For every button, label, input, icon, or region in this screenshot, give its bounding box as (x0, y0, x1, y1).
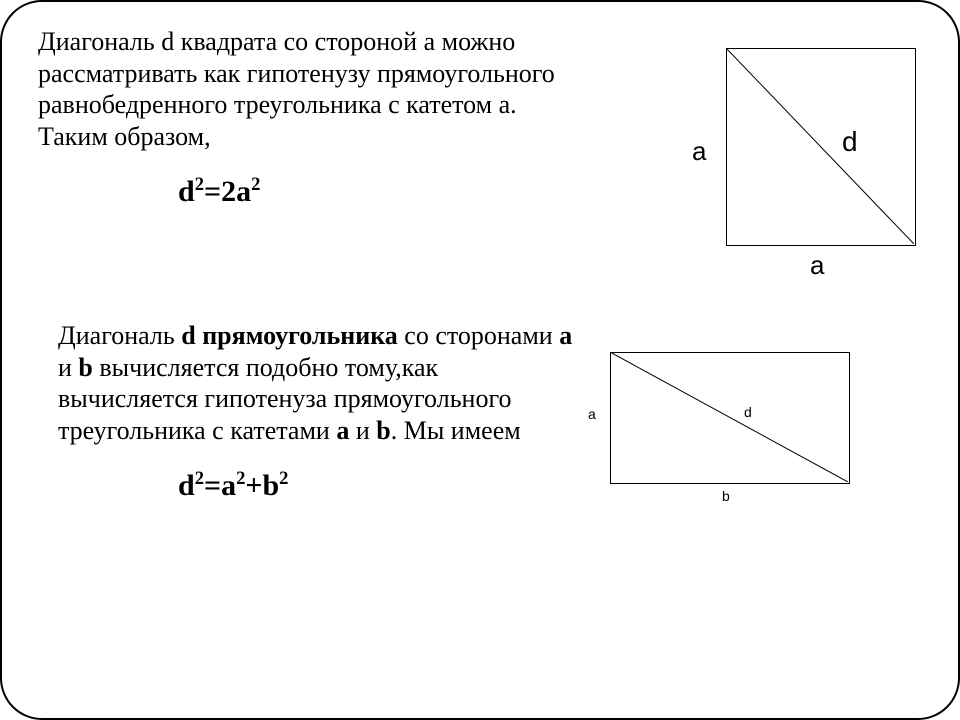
square-paragraph: Диагональ d квадрата со стороной а можно… (38, 26, 672, 153)
square-formula: d2=2a2 (178, 175, 672, 209)
rectangle-side-label-left: a (588, 406, 596, 422)
rectangle-side-label-bottom: b (722, 488, 730, 504)
square-figure: a d a (692, 46, 922, 286)
rectangle-figure-column: a d b (578, 320, 858, 520)
square-side-label-left: a (692, 136, 706, 167)
square-side-label-bottom: a (810, 250, 824, 281)
rectangle-figure: a d b (588, 350, 858, 520)
rectangle-formula: d2=a2+b2 (178, 469, 578, 503)
square-diagonal (726, 48, 914, 244)
block-rectangle: Диагональ d прямоугольника со сторонами … (38, 320, 922, 520)
block-square: Диагональ d квадрата со стороной а можно… (38, 26, 922, 286)
rectangle-paragraph: Диагональ d прямоугольника со сторонами … (58, 320, 578, 447)
rectangle-diagonal (610, 352, 848, 482)
slide-frame: Диагональ d квадрата со стороной а можно… (0, 0, 960, 720)
rectangle-text-column: Диагональ d прямоугольника со сторонами … (38, 320, 578, 503)
rectangle-diagonal-label: d (744, 404, 752, 420)
square-figure-column: a d a (672, 26, 922, 286)
square-diagonal-label: d (842, 126, 858, 158)
square-text-column: Диагональ d квадрата со стороной а можно… (38, 26, 672, 209)
